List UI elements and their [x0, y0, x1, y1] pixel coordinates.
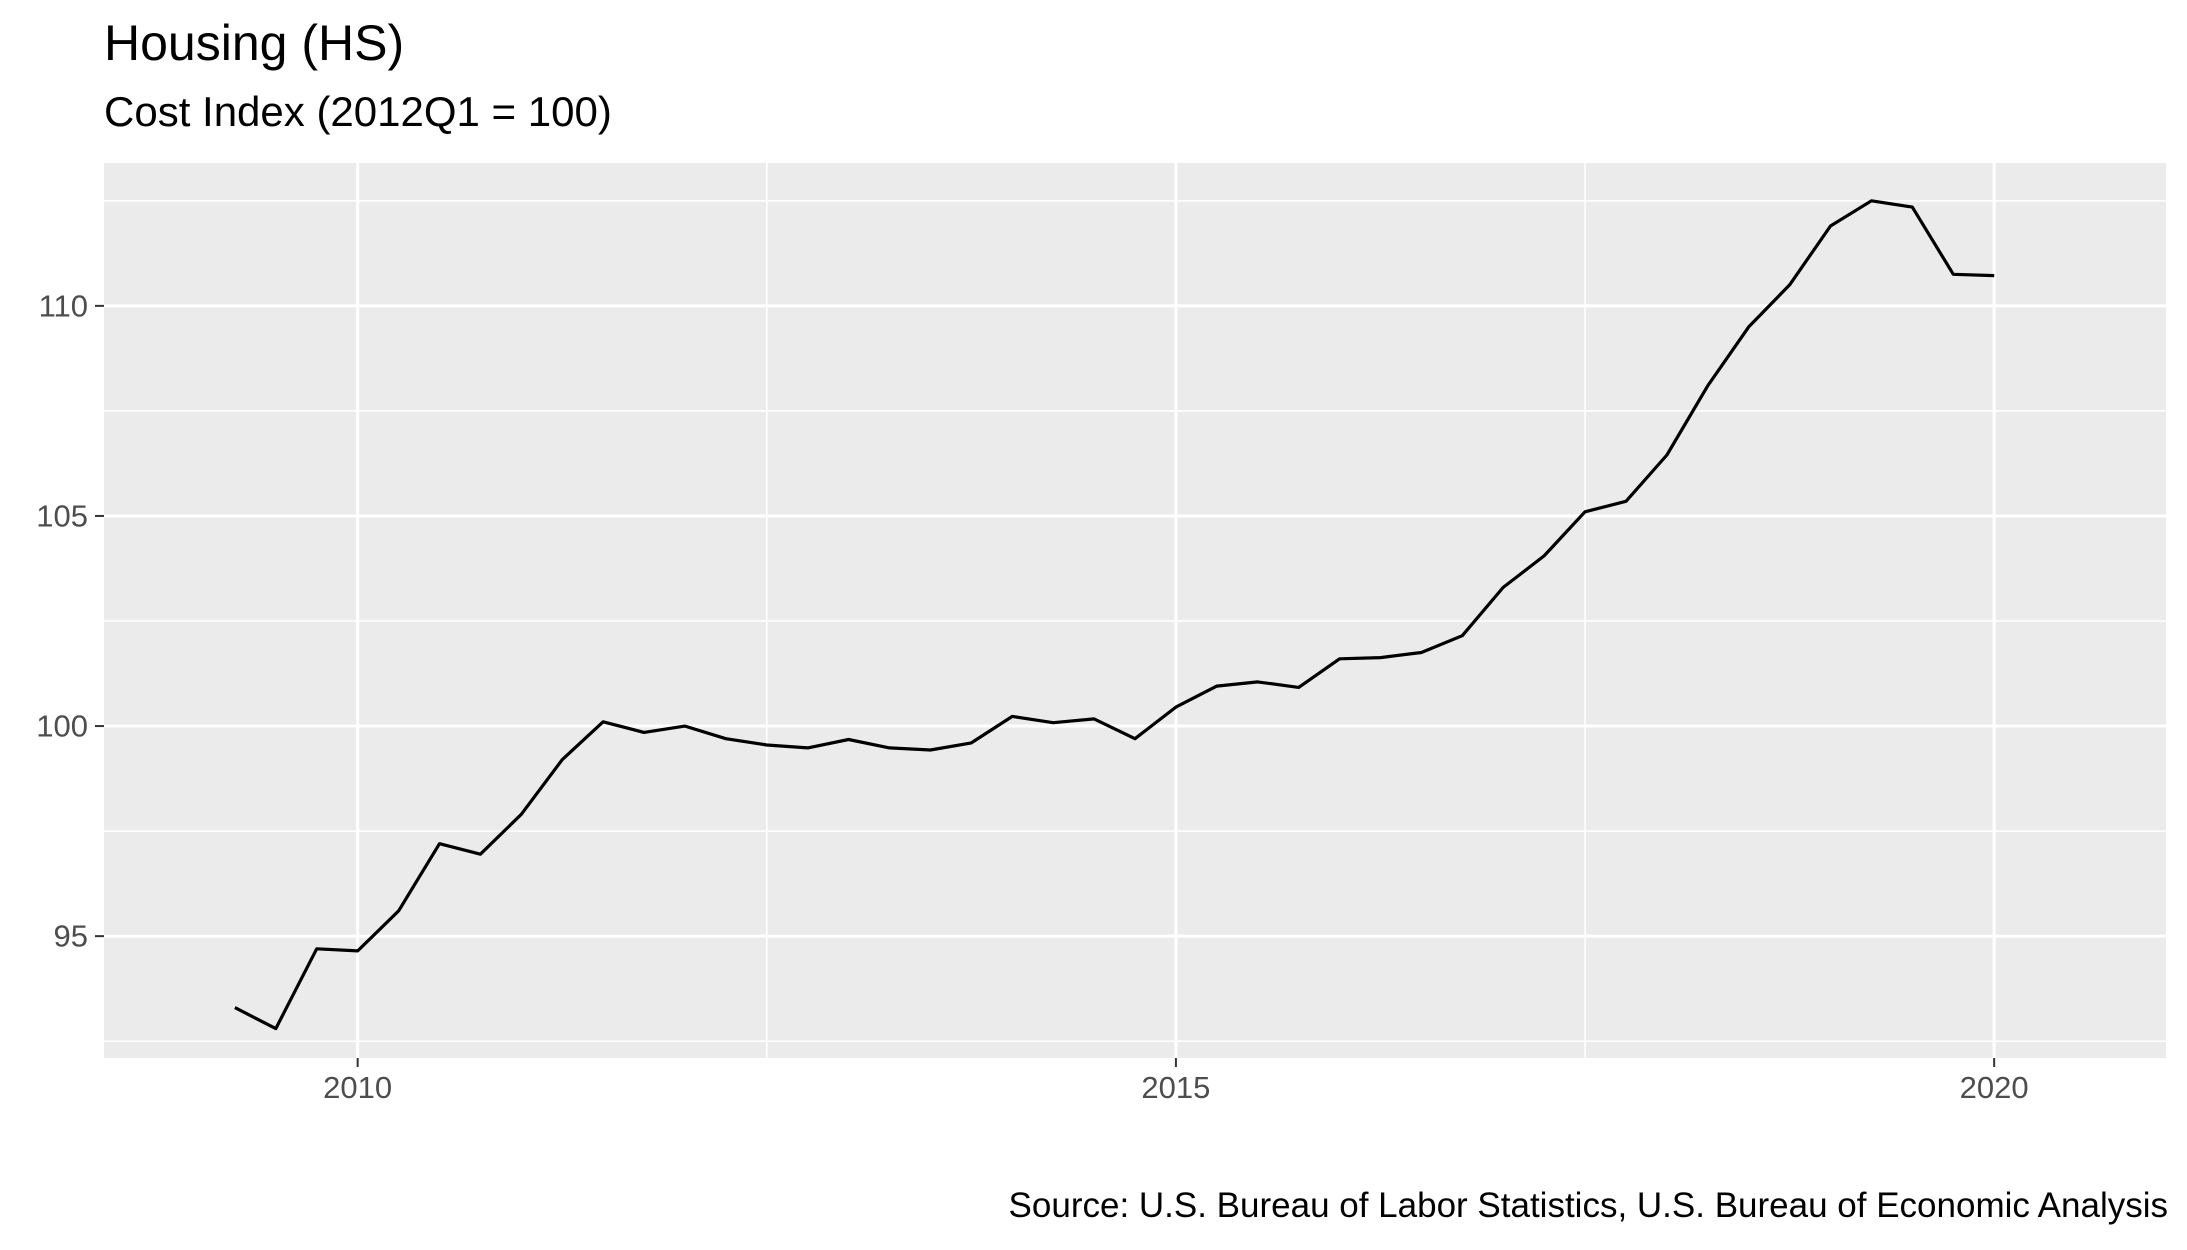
series-layer [234, 199, 1995, 1031]
major-gridlines [104, 163, 2166, 1058]
y-tick-label: 95 [54, 919, 88, 954]
x-axis: 2010 2015 2020 [323, 1058, 2029, 1105]
minor-gridlines [104, 163, 2166, 1058]
y-axis: 95 100 105 110 [36, 288, 104, 954]
series-line [234, 199, 1995, 1031]
x-tick-label: 2020 [1960, 1070, 2029, 1105]
plot-panel [104, 163, 2166, 1058]
x-tick-label: 2010 [323, 1070, 392, 1105]
chart-title: Housing (HS) [104, 15, 405, 71]
y-tick-label: 100 [36, 709, 88, 744]
chart-subtitle: Cost Index (2012Q1 = 100) [104, 88, 612, 135]
y-tick-label: 110 [39, 288, 88, 323]
y-tick-label: 105 [36, 498, 88, 533]
x-tick-label: 2015 [1141, 1070, 1210, 1105]
chart-caption: Source: U.S. Bureau of Labor Statistics,… [1008, 1186, 2168, 1225]
